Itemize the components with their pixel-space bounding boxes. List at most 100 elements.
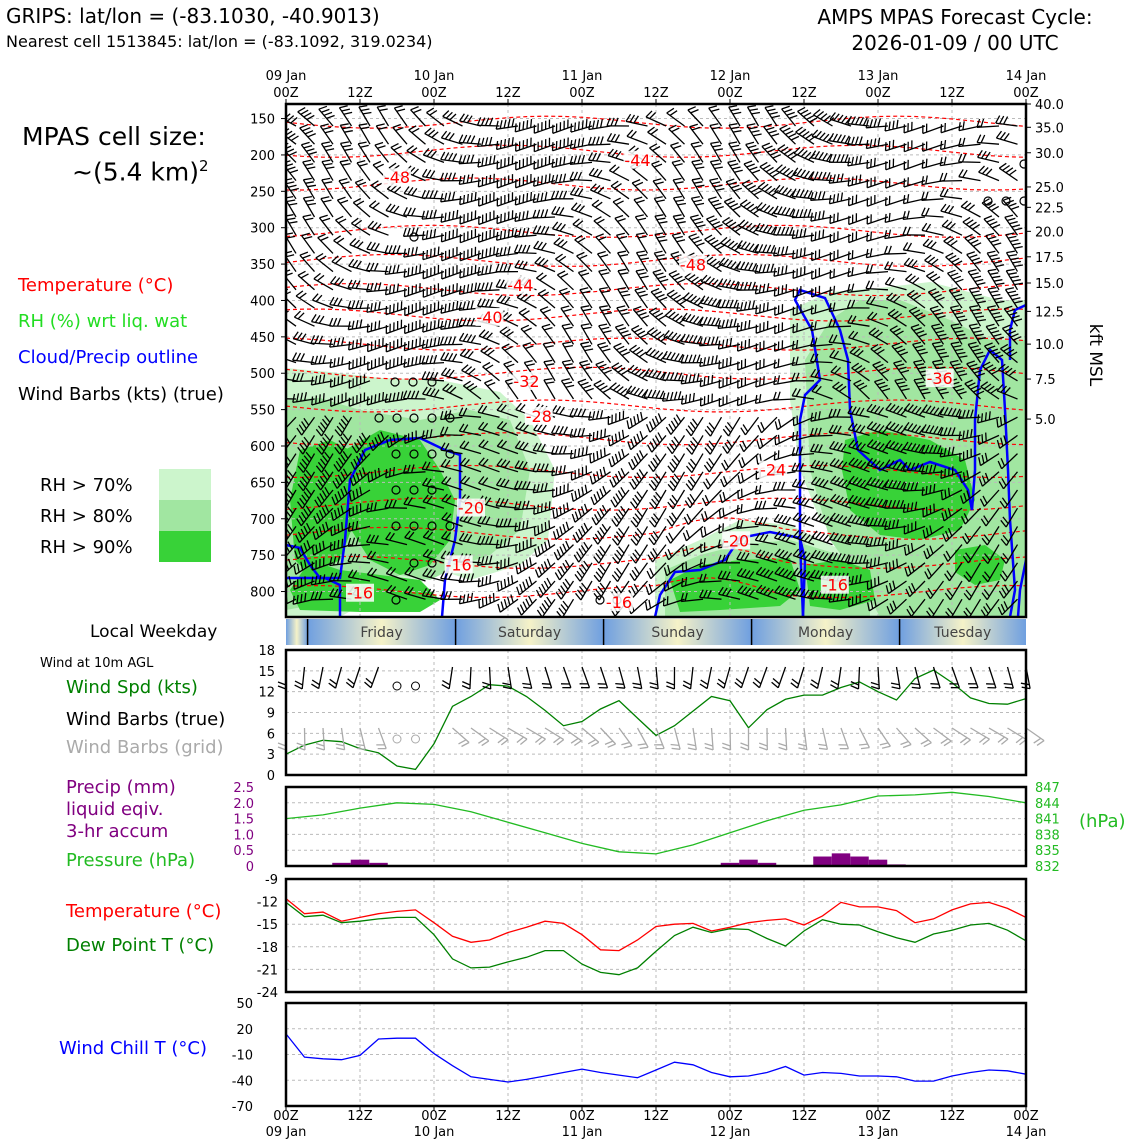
surface-wind-barb [522,666,533,690]
wind-barb [929,305,946,327]
wind-barb [891,342,909,364]
calm-wind-marker [445,413,455,423]
wind-barb [589,183,611,200]
wind-barb [885,421,907,437]
wind-barb [829,268,852,280]
wind-barb [550,445,574,455]
wind-barb [986,250,1005,272]
wind-barb [866,421,889,437]
wind-barb [319,123,334,145]
wind-barb [773,340,796,352]
wind-barb [893,360,910,382]
wind-barb [931,341,950,363]
wind-barb [532,209,556,219]
legend-rh70-swatch [159,469,211,500]
wind-barb [809,353,833,364]
wind-barb [922,525,944,539]
wind-barb [704,416,723,437]
wind-barb [522,342,538,364]
calm-wind-marker [427,449,437,459]
wind-barb [347,279,371,291]
x-tick-date: 13 Jan [858,1125,899,1140]
calm-wind-marker [411,681,420,691]
wind-barb [296,416,316,436]
wind-barb [286,523,297,542]
wind-barb [921,158,944,169]
pressure-y-tick-label: 847 [1035,781,1060,796]
wind-barb [607,429,630,447]
wind-barb [496,210,519,225]
wind-barb [366,320,389,333]
wind-barb [403,337,426,352]
wind-barb [635,268,649,291]
wind-barb [536,596,556,617]
calm-wind-marker [427,413,437,423]
wind-barb [903,159,926,171]
wind-barb [940,203,963,218]
wind-barb [689,123,704,145]
pressure-y-tick-label: 841 [1035,813,1060,828]
dewpoint-line [285,901,1027,976]
wind-barb [968,286,986,309]
wind-barb [580,323,593,345]
precip-y-tick-label: 2.0 [233,797,254,812]
wind-barb [709,141,724,163]
wind-barb [591,199,611,218]
wind-barb [851,362,870,382]
wind-barb [995,130,1018,145]
wind-barb [668,270,686,291]
wind-barb [286,453,297,471]
wind-barb [644,598,667,611]
wind-barb [588,119,611,131]
wind-barb [846,554,870,565]
wind-barb [709,159,723,181]
wind-barb [478,192,500,207]
temp-panel-frame [284,877,1028,994]
wind-barb [439,426,463,437]
wind-barb [477,264,500,277]
wind-barb [404,430,426,445]
wind-barb [588,428,611,443]
wind-y-tick-label: 0 [267,769,275,784]
isotherm-line [286,282,1026,297]
wind-barb [392,123,408,145]
wind-barb [514,259,537,273]
wind-barb [515,155,537,171]
wind-barb [477,404,500,418]
wind-barb [811,530,833,546]
wind-barb [998,471,1019,490]
wind-barb [685,435,704,455]
wind-barb [329,538,352,552]
wind-barb [792,530,815,546]
wind-barb [292,352,315,364]
wind-barb [868,327,889,345]
wind-barb [829,475,852,491]
wind-barb [495,537,519,549]
wind-barb [572,522,593,543]
wind-barb [866,157,889,170]
wind-barb [286,177,299,200]
precip-y-tick-label: 1.0 [233,828,254,843]
surface-wind-barb [716,666,731,689]
wind-barb [667,471,686,492]
wind-barb [459,191,482,206]
wind-barb [422,568,445,582]
wind-barb [867,311,889,327]
top-tick-time: 00Z [569,86,595,101]
wind-barb [612,544,630,565]
wind-barb [516,576,537,596]
wind-barb [950,323,968,345]
surface-wind-barb [560,666,572,689]
wind-barb [552,119,574,135]
calm-wind-marker [427,377,437,387]
wind-barb [292,392,315,404]
wind-barb [579,341,594,363]
wind-barb [320,141,335,163]
wind-barb [480,345,500,364]
wind-barb [943,235,963,254]
wind-barb [402,227,426,237]
wind-barb [495,118,519,130]
wind-barb [924,254,944,273]
wind-barb [672,214,686,236]
wind-barb [385,337,408,353]
